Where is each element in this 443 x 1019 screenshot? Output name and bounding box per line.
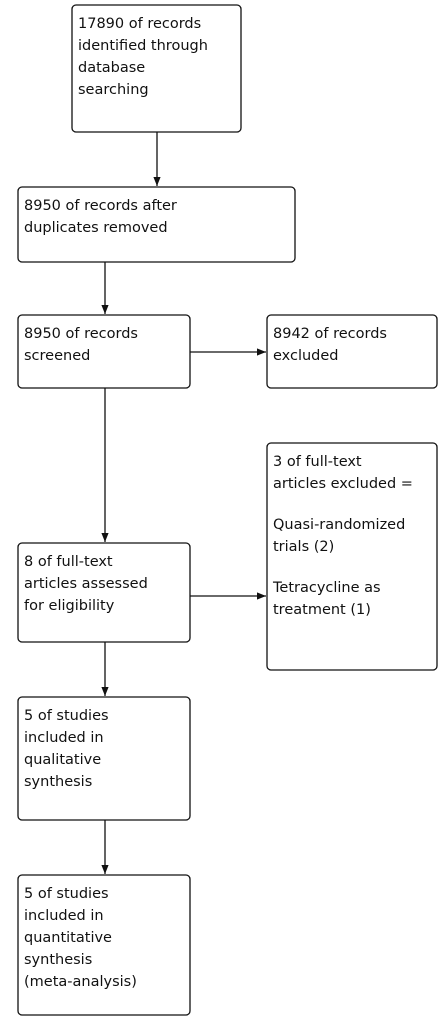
node-text: qualitative <box>24 752 101 768</box>
node-text: synthesis <box>24 774 92 790</box>
node-text: 5 of studies <box>24 708 109 724</box>
node-text: 8950 of records <box>24 326 138 342</box>
node-text: 8 of full-text <box>24 554 113 570</box>
node-box <box>17 186 296 263</box>
node-text: quantitative <box>24 930 112 946</box>
node-text: identified through <box>78 38 208 54</box>
node-box <box>266 442 438 671</box>
node-text: articles assessed <box>24 576 148 592</box>
node-text: 8942 of records <box>273 326 387 342</box>
node-text: Tetracycline as <box>272 580 381 596</box>
node-text: trials (2) <box>273 539 334 555</box>
node-text: Quasi-randomized <box>273 517 405 533</box>
node-text: articles excluded = <box>273 476 413 492</box>
node-text: 8950 of records after <box>24 198 177 214</box>
node-text: synthesis <box>24 952 92 968</box>
node-text: searching <box>78 82 149 98</box>
node-text: screened <box>24 348 90 364</box>
node-box <box>266 314 438 389</box>
node-text: included in <box>24 730 104 746</box>
node-box <box>71 4 242 133</box>
arrows <box>101 132 266 874</box>
node-text: database <box>78 60 145 76</box>
node-box <box>17 874 191 1016</box>
node-text: treatment (1) <box>273 602 371 618</box>
node-box <box>17 314 191 389</box>
node-box <box>17 542 191 643</box>
node-text: duplicates removed <box>24 220 168 236</box>
node-box <box>17 696 191 821</box>
node-text: (meta-analysis) <box>24 974 137 990</box>
node-text: included in <box>24 908 104 924</box>
node-text: excluded <box>273 348 339 364</box>
node-text: 3 of full-text <box>273 454 362 470</box>
node-text: for eligibility <box>24 598 115 614</box>
node-text: 17890 of records <box>78 16 201 32</box>
node-text: 5 of studies <box>24 886 109 902</box>
